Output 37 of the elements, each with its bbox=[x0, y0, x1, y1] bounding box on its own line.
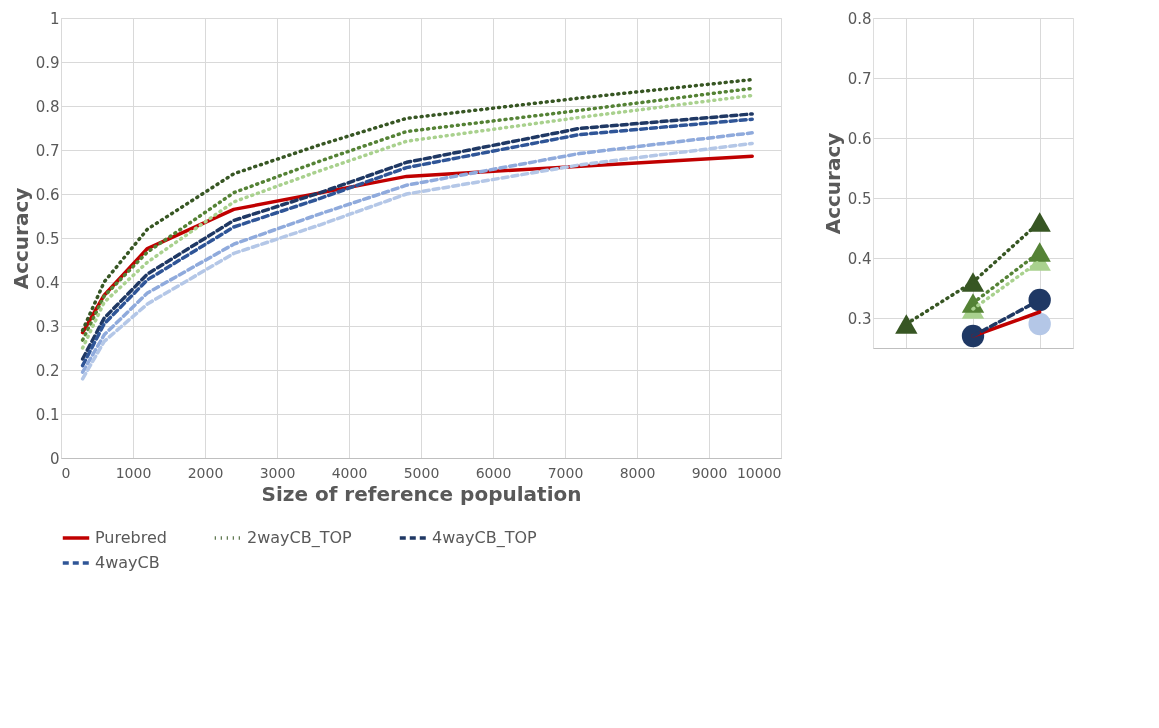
y-tick-label: 0.5 bbox=[35, 229, 60, 248]
y-tick-label: 1 bbox=[49, 9, 60, 28]
x-tick-label: 4000 bbox=[331, 464, 368, 481]
legend-label: 4wayCB_TOP bbox=[432, 528, 538, 548]
y-tick-label: 0.6 bbox=[35, 185, 60, 204]
y-tick-label: 0.6 bbox=[847, 129, 872, 148]
x-tick-label: 2000 bbox=[187, 464, 224, 481]
x-tick-label: 0 bbox=[61, 464, 71, 481]
x-tick-label: 1000 bbox=[115, 464, 152, 481]
y-tick-label: 0.4 bbox=[35, 273, 60, 292]
point bbox=[1028, 312, 1051, 336]
x-tick-label: 10000 bbox=[736, 464, 782, 481]
y-tick-label: 0.7 bbox=[847, 69, 872, 88]
y-axis-title: Accuracy bbox=[820, 132, 845, 235]
x-axis-title: Size of reference population bbox=[261, 481, 582, 506]
x-tick-label: 9000 bbox=[691, 464, 728, 481]
y-tick-label: 0.9 bbox=[35, 53, 60, 72]
y-tick-label: 0 bbox=[49, 449, 60, 468]
y-tick-label: 0.7 bbox=[35, 141, 60, 160]
y-axis-title: Accuracy bbox=[8, 187, 33, 290]
x-tick-label: 3000 bbox=[259, 464, 296, 481]
y-tick-label: 0.8 bbox=[35, 97, 60, 116]
point bbox=[895, 314, 918, 334]
y-tick-label: 0.2 bbox=[35, 361, 60, 380]
legend-label: 2wayCB_TOP bbox=[247, 528, 353, 548]
y-tick-label: 0.8 bbox=[847, 9, 872, 28]
y-tick-label: 0.3 bbox=[35, 317, 60, 336]
legend-label: Purebred bbox=[95, 528, 167, 547]
y-tick-label: 0.5 bbox=[847, 189, 872, 208]
legend-label: 4wayCB bbox=[95, 553, 160, 572]
y-tick-label: 0.1 bbox=[35, 405, 60, 424]
x-tick-label: 5000 bbox=[403, 464, 440, 481]
x-tick-label: 8000 bbox=[619, 464, 656, 481]
x-tick-label: 6000 bbox=[475, 464, 512, 481]
y-tick-label: 0.4 bbox=[847, 249, 872, 268]
x-tick-label: 7000 bbox=[547, 464, 584, 481]
y-tick-label: 0.3 bbox=[847, 309, 872, 328]
